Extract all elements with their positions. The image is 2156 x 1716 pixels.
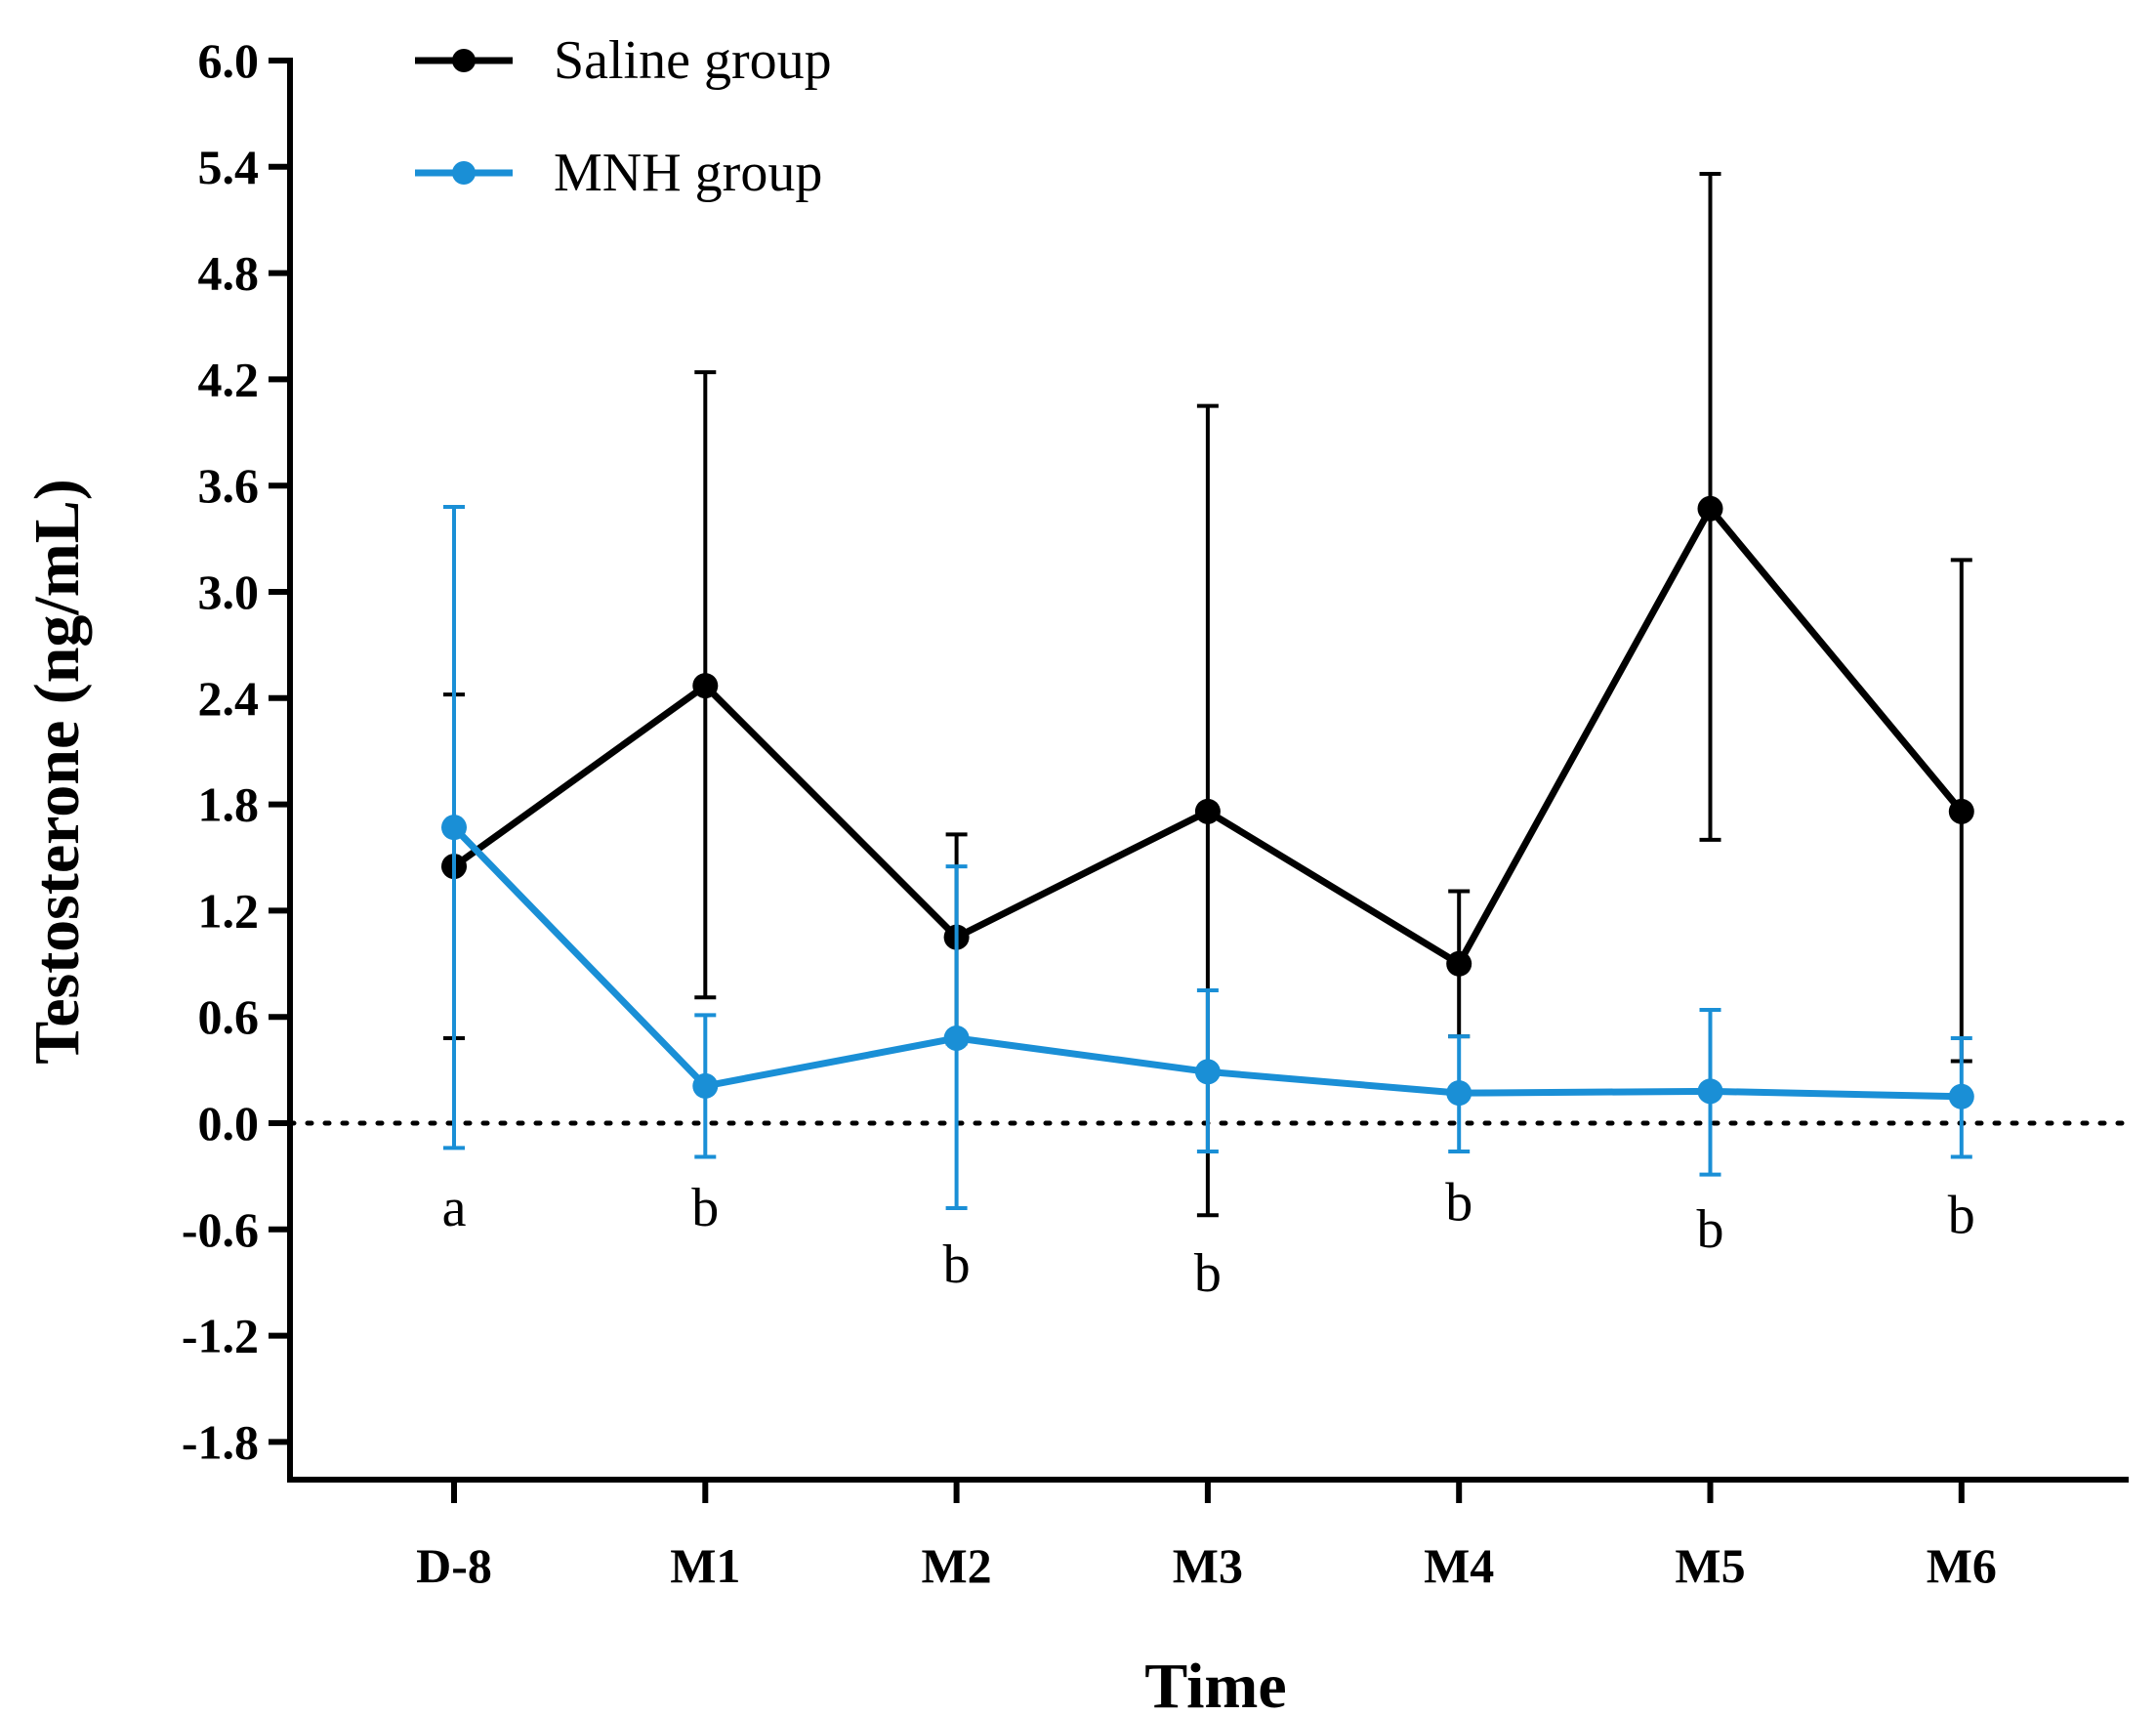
y-tick-label: -1.8	[182, 1414, 259, 1469]
y-tick-label: 3.6	[198, 458, 260, 513]
y-tick-label: -0.6	[182, 1202, 259, 1257]
x-tick-label: M4	[1424, 1538, 1494, 1593]
legend-entry: MNH group	[415, 143, 822, 203]
x-tick-label: M3	[1173, 1538, 1243, 1593]
y-tick-label: 1.8	[198, 777, 260, 832]
series-mnh	[441, 504, 1974, 1211]
significance-letter: b	[943, 1235, 971, 1295]
legend-marker	[452, 49, 476, 72]
significance-letter: b	[1697, 1199, 1724, 1260]
y-tick-label: 5.4	[198, 140, 260, 194]
y-ticks-layer: -1.8 -1.2 -0.6 0.0 0.6 1.2 1.8 2.4 3.0 3.6 4.2 4.8 5…	[182, 33, 290, 1469]
data-point	[1194, 798, 1221, 824]
data-point	[1948, 1083, 1974, 1109]
y-tick-label: 3.0	[198, 565, 260, 619]
y-tick-label: 4.8	[198, 246, 260, 301]
legend-entry: Saline group	[415, 30, 832, 91]
y-tick-label: 2.4	[198, 671, 260, 726]
x-tick-label: M2	[921, 1538, 991, 1593]
y-tick-label: 4.2	[198, 352, 260, 406]
significance-letter: b	[1948, 1185, 1975, 1245]
data-point	[692, 673, 719, 699]
data-point	[1948, 798, 1974, 824]
significance-letter: b	[1194, 1243, 1222, 1304]
data-point	[943, 1025, 970, 1051]
x-ticks-layer: D-8 M1 M2 M3 M4 M5 M6	[416, 1480, 1997, 1593]
y-tick-label: 6.0	[198, 33, 260, 88]
significance-letter: a	[442, 1178, 467, 1238]
data-point	[1446, 1080, 1472, 1107]
data-point	[1697, 495, 1723, 522]
significance-letter: b	[691, 1178, 719, 1238]
y-tick-label: -1.2	[182, 1309, 259, 1363]
legend-label: MNH group	[554, 143, 822, 203]
data-point	[1697, 1078, 1723, 1105]
y-tick-label: 1.2	[198, 883, 260, 938]
x-tick-label: M1	[670, 1538, 740, 1593]
data-point	[1446, 950, 1472, 977]
annotation-layer: a b b b b b b	[442, 1173, 1975, 1305]
x-tick-label: D-8	[416, 1538, 492, 1593]
y-axis-title: Testosterone (ng/mL)	[21, 479, 93, 1064]
x-tick-label: M6	[1927, 1538, 1997, 1593]
y-tick-label: 0.0	[198, 1096, 260, 1151]
data-point	[441, 815, 467, 841]
y-tick-label: 0.6	[198, 989, 260, 1044]
legend-label: Saline group	[554, 30, 832, 91]
x-axis-title: Time	[1144, 1651, 1286, 1716]
data-point	[692, 1072, 719, 1099]
legend-marker	[452, 161, 476, 185]
significance-letter: b	[1445, 1173, 1472, 1234]
legend: Saline group MNH group	[415, 30, 832, 203]
data-point	[1194, 1059, 1221, 1085]
series-layer	[441, 172, 1974, 1218]
x-tick-label: M5	[1675, 1538, 1745, 1593]
